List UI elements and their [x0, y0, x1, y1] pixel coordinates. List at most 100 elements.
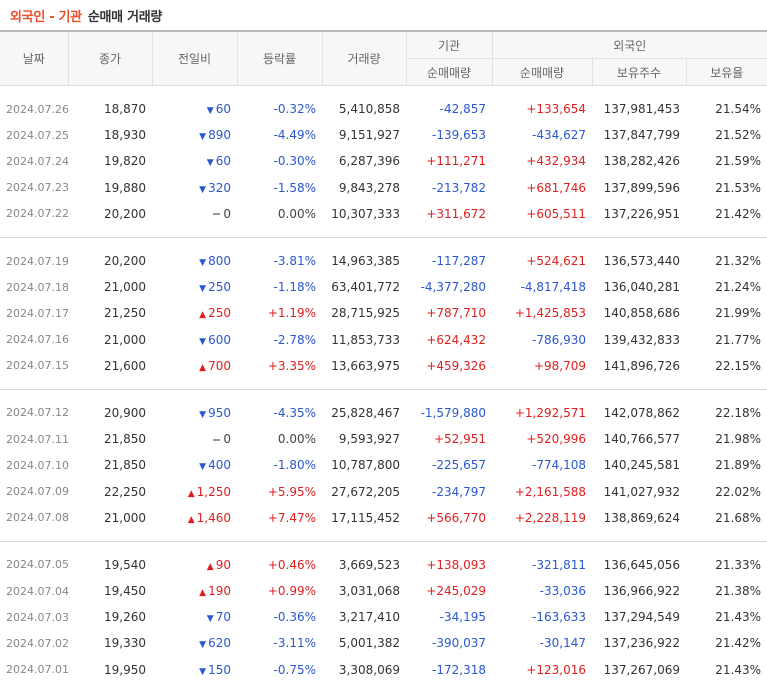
cell-foreign-net: +133,654 [526, 102, 586, 117]
cell-foreign-net: -786,930 [532, 332, 586, 347]
cell-volume: 5,410,858 [338, 102, 400, 117]
spacer-cell [0, 531, 767, 542]
cell-date: 2024.07.18 [6, 280, 69, 294]
cell-foreign-ratio: 22.02% [715, 484, 761, 499]
cell-volume: 10,307,333 [331, 206, 400, 221]
header-change: 전일비 [151, 30, 237, 86]
triangle-down-icon: ▼ [199, 462, 207, 473]
cell-foreign-ratio: 21.53% [715, 180, 761, 195]
cell-foreign-holdings: 140,858,686 [603, 306, 680, 321]
cell-close: 21,600 [104, 358, 146, 373]
cell-volume: 6,287,396 [338, 154, 400, 169]
cell-foreign-ratio: 21.32% [715, 254, 761, 269]
cell-foreign-holdings: 141,027,932 [603, 484, 680, 499]
triangle-down-icon: ▼ [199, 666, 207, 677]
change-value: 60 [215, 102, 231, 117]
cell-institution-net: -34,195 [439, 610, 486, 625]
cell-date: 2024.07.17 [6, 306, 69, 320]
cell-institution-net: +138,093 [426, 557, 486, 572]
spacer-cell [0, 683, 767, 693]
cell-foreign-holdings: 138,282,426 [603, 154, 680, 169]
spacer-cell [0, 238, 767, 248]
cell-change: ▼ 320 [152, 175, 237, 201]
change-value: 400 [208, 458, 231, 473]
cell-institution-net: -234,797 [432, 484, 486, 499]
cell-foreign-ratio: 21.43% [715, 610, 761, 625]
cell-change: ▲ 190 [152, 578, 237, 604]
cell-change: ▼ 60 [152, 148, 237, 174]
table-row: 2024.07.25 18,930 ▼ 890 -4.49% 9,151,927 -139,… [0, 122, 767, 148]
divider-cell [0, 541, 767, 542]
table-row: 2024.07.08 21,000 ▲ 1,460 +7.47% 17,115,452 +5… [0, 505, 767, 531]
cell-foreign-net: -163,633 [532, 610, 586, 625]
cell-date: 2024.07.22 [6, 207, 69, 221]
cell-volume: 9,843,278 [338, 180, 400, 195]
cell-institution-net: +459,326 [426, 358, 486, 373]
cell-change: ▼ 250 [152, 274, 237, 300]
table-row: 2024.07.17 21,250 ▲ 250 +1.19% 28,715,925 +787… [0, 300, 767, 326]
cell-volume: 28,715,925 [331, 306, 400, 321]
cell-institution-net: +566,770 [426, 510, 486, 525]
cell-close: 19,820 [104, 154, 146, 169]
triangle-up-icon: ▲ [199, 362, 207, 373]
cell-foreign-ratio: 21.77% [715, 332, 761, 347]
cell-rate: +7.47% [267, 510, 316, 525]
trading-table: 날짜 종가 전일비 등락률 거래량 기관 외국인 순매매량 순매매량 보유주수 … [0, 30, 767, 693]
cell-foreign-holdings: 136,040,281 [603, 280, 680, 295]
group-spacer [0, 379, 767, 390]
table-row: 2024.07.16 21,000 ▼ 600 -2.78% 11,853,733 +624… [0, 327, 767, 353]
table-row: 2024.07.19 20,200 ▼ 800 -3.81% 14,963,385 -117… [0, 248, 767, 274]
cell-rate: +0.99% [267, 584, 316, 599]
cell-institution-net: -4,377,280 [420, 280, 486, 295]
cell-change: ▲ 250 [152, 300, 237, 326]
triangle-down-icon: ▼ [199, 132, 207, 143]
cell-date: 2024.07.26 [6, 102, 69, 116]
cell-change: ▲ 1,460 [152, 505, 237, 531]
cell-foreign-holdings: 141,896,726 [603, 358, 680, 373]
cell-close: 21,000 [104, 510, 146, 525]
divider-cell [0, 237, 767, 238]
change-value: 0 [223, 206, 231, 221]
cell-foreign-net: -30,147 [539, 636, 586, 651]
cell-date: 2024.07.23 [6, 181, 69, 195]
cell-close: 21,250 [104, 306, 146, 321]
cell-foreign-net: -321,811 [532, 557, 586, 572]
table-row: 2024.07.15 21,600 ▲ 700 +3.35% 13,663,975 +459… [0, 353, 767, 379]
cell-rate: -3.81% [273, 254, 316, 269]
cell-foreign-holdings: 136,645,056 [603, 557, 680, 572]
cell-date: 2024.07.19 [6, 254, 69, 268]
cell-foreign-net: -4,817,418 [520, 280, 586, 295]
cell-change: ▲ 1,250 [152, 478, 237, 504]
divider-cell [0, 389, 767, 390]
cell-date: 2024.07.05 [6, 558, 69, 572]
cell-close: 21,850 [104, 432, 146, 447]
cell-change: ▲ 90 [152, 552, 237, 578]
cell-date: 2024.07.10 [6, 458, 69, 472]
change-value: 250 [208, 280, 231, 295]
change-value: 70 [215, 610, 231, 625]
cell-volume: 25,828,467 [331, 405, 400, 420]
cell-close: 21,000 [104, 332, 146, 347]
cell-volume: 17,115,452 [331, 510, 400, 525]
cell-close: 19,260 [104, 610, 146, 625]
table-row: 2024.07.26 18,870 ▼ 60 -0.32% 5,410,858 -42,85… [0, 96, 767, 122]
cell-change: 0 [152, 426, 237, 452]
cell-rate: -4.49% [273, 128, 316, 143]
change-value: 1,250 [196, 484, 231, 499]
cell-institution-net: -390,037 [432, 636, 486, 651]
triangle-down-icon: ▼ [206, 614, 214, 625]
cell-foreign-ratio: 21.68% [715, 510, 761, 525]
cell-foreign-holdings: 140,766,577 [603, 432, 680, 447]
group-divider [0, 389, 767, 390]
triangle-down-icon: ▼ [199, 184, 207, 195]
cell-foreign-net: +2,161,588 [514, 484, 586, 499]
change-value: 1,460 [196, 510, 231, 525]
group-divider [0, 541, 767, 542]
cell-date: 2024.07.11 [6, 432, 69, 446]
cell-rate: +1.19% [267, 306, 316, 321]
cell-foreign-net: +432,934 [526, 154, 586, 169]
cell-institution-net: -213,782 [432, 180, 486, 195]
cell-change: ▼ 890 [152, 122, 237, 148]
cell-foreign-net: +524,621 [526, 254, 586, 269]
cell-foreign-holdings: 139,432,833 [603, 332, 680, 347]
